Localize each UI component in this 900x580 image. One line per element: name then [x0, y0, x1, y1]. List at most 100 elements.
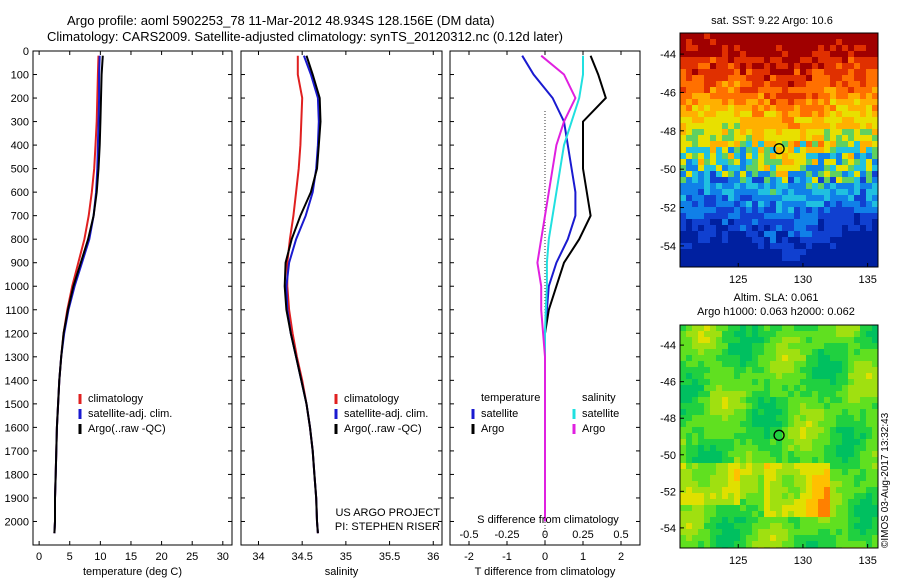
temperature-series-argo: [53, 55, 104, 534]
sst_map-heatmap-cell: [776, 225, 782, 231]
sla_map-heatmap-cell: [728, 379, 734, 385]
sla_map-heatmap-cell: [866, 439, 872, 445]
sla_map-heatmap-cell: [794, 487, 800, 493]
sst_map-heatmap-cell: [824, 243, 830, 249]
sla_map-heatmap-cell: [842, 541, 848, 547]
sla_map-heatmap-cell: [686, 409, 692, 415]
sla_map-heatmap-cell: [788, 373, 794, 379]
sst_map-heatmap-cell: [728, 87, 734, 93]
sst_map-heatmap-cell: [782, 177, 788, 183]
sst_map-heatmap-cell: [752, 225, 758, 231]
sla_map-heatmap-cell: [860, 343, 866, 349]
sst_map-heatmap-cell: [692, 93, 698, 99]
sst_map-heatmap-cell: [758, 123, 764, 129]
sla_map-heatmap-cell: [872, 427, 878, 433]
sla_map-heatmap-cell: [860, 457, 866, 463]
sla_map-heatmap-cell: [770, 523, 776, 529]
sst_map-heatmap-cell: [824, 45, 830, 51]
sst_map-heatmap-cell: [800, 255, 806, 261]
sla_map-heatmap-cell: [746, 349, 752, 355]
sla_map-heatmap-cell: [734, 505, 740, 511]
sla_map-heatmap-cell: [782, 409, 788, 415]
sla_map-heatmap-cell: [710, 505, 716, 511]
sst_map-heatmap-cell: [812, 123, 818, 129]
sst_map-heatmap-cell: [872, 99, 878, 105]
sst_map-heatmap-cell: [782, 75, 788, 81]
sst_map-heatmap-cell: [806, 171, 812, 177]
sla_map-heatmap-cell: [746, 469, 752, 475]
sla_map-heatmap-cell: [860, 433, 866, 439]
sst_map-heatmap-cell: [746, 255, 752, 261]
sla_map-heatmap-cell: [752, 343, 758, 349]
sla_map-heatmap-cell: [866, 499, 872, 505]
sla_map-heatmap-cell: [866, 451, 872, 457]
sst_map-heatmap-cell: [824, 63, 830, 69]
sst_map-heatmap-cell: [764, 261, 770, 267]
sla_map-heatmap-cell: [794, 475, 800, 481]
sst_map-heatmap-cell: [788, 117, 794, 123]
sla_map-heatmap-cell: [752, 331, 758, 337]
sst_map-heatmap-cell: [740, 99, 746, 105]
sst_map-heatmap-cell: [842, 63, 848, 69]
sst_map-heatmap-cell: [836, 189, 842, 195]
sla_map-heatmap-cell: [746, 403, 752, 409]
sst_map-heatmap-cell: [806, 93, 812, 99]
sst_map-heatmap-cell: [860, 51, 866, 57]
sst_map-heatmap-cell: [782, 117, 788, 123]
sla_map-heatmap-cell: [836, 481, 842, 487]
sla_map-heatmap-cell: [812, 421, 818, 427]
sst_map-heatmap-cell: [752, 159, 758, 165]
sst_map-heatmap-cell: [806, 231, 812, 237]
sst_map-heatmap-cell: [818, 105, 824, 111]
sst_map-heatmap-cell: [848, 93, 854, 99]
sst_map-heatmap-cell: [782, 237, 788, 243]
sla_map-heatmap-cell: [782, 493, 788, 499]
sst_map-heatmap-cell: [758, 63, 764, 69]
sla_map-heatmap-cell: [722, 463, 728, 469]
sst_map-heatmap-cell: [758, 69, 764, 75]
sla_map-heatmap-cell: [710, 541, 716, 547]
sla_map-heatmap-cell: [710, 415, 716, 421]
sla_map-heatmap-cell: [752, 403, 758, 409]
sla_map-heatmap-cell: [746, 511, 752, 517]
sla_map-heatmap-cell: [716, 445, 722, 451]
sla_map-heatmap-cell: [716, 469, 722, 475]
sst_map-heatmap-cell: [848, 147, 854, 153]
sla_map-heatmap-cell: [776, 517, 782, 523]
sst_map-heatmap-cell: [710, 129, 716, 135]
sla_map-heatmap-cell: [698, 403, 704, 409]
sst_map-heatmap-cell: [770, 105, 776, 111]
sla_map-heatmap-cell: [782, 349, 788, 355]
sla_map-heatmap-cell: [722, 397, 728, 403]
sla_map-heatmap-cell: [782, 343, 788, 349]
sla_map-heatmap-cell: [716, 481, 722, 487]
sla_map-heatmap-cell: [728, 331, 734, 337]
sst_map-heatmap-cell: [836, 219, 842, 225]
sst_map-heatmap-cell: [806, 123, 812, 129]
sst_map-heatmap-cell: [764, 81, 770, 87]
temperature-ytick-label: 200: [11, 93, 29, 105]
sst_map-heatmap-cell: [770, 111, 776, 117]
sla_map-heatmap-cell: [722, 451, 728, 457]
sst_map-heatmap-cell: [770, 183, 776, 189]
sst_map-heatmap-cell: [686, 87, 692, 93]
sla_map-heatmap-cell: [782, 439, 788, 445]
sst_map-heatmap-cell: [824, 75, 830, 81]
sst_map-heatmap-cell: [740, 159, 746, 165]
sla_map-heatmap-cell: [704, 427, 710, 433]
sst_map-heatmap-cell: [824, 51, 830, 57]
sla_map-heatmap-cell: [776, 391, 782, 397]
sla_map-heatmap-cell: [704, 337, 710, 343]
sst_map-heatmap-cell: [758, 165, 764, 171]
sla_map-heatmap-cell: [704, 391, 710, 397]
sst_map-heatmap-cell: [704, 111, 710, 117]
sst_map-heatmap-cell: [722, 99, 728, 105]
sst_map-heatmap-cell: [872, 189, 878, 195]
sst_map-heatmap-cell: [824, 87, 830, 93]
sla_map-heatmap-cell: [866, 379, 872, 385]
sst_map-heatmap-cell: [692, 99, 698, 105]
sla_map-heatmap-cell: [782, 529, 788, 535]
sla_map-heatmap-cell: [752, 505, 758, 511]
sst_map-heatmap-cell: [788, 177, 794, 183]
sst_map-heatmap-cell: [704, 213, 710, 219]
